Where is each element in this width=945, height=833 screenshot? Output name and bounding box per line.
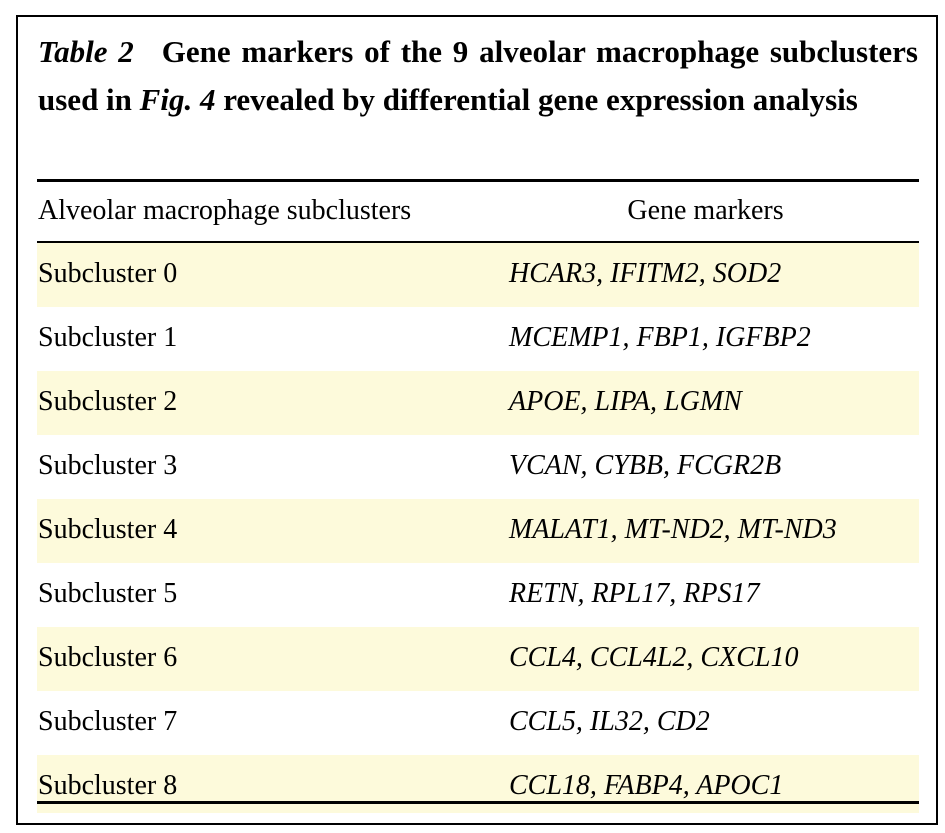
gene-markers-cell: APOE, LIPA, LGMN bbox=[509, 386, 742, 417]
gene-markers-cell: CCL18, FABP4, APOC1 bbox=[509, 770, 784, 801]
table-row: Subcluster 3 VCAN, CYBB, FCGR2B bbox=[37, 435, 919, 499]
caption-text-start: Gene markers of the 9 alveolar macrophag… bbox=[38, 34, 918, 117]
gene-markers-cell: CCL4, CCL4L2, CXCL10 bbox=[509, 642, 799, 673]
subcluster-cell: Subcluster 5 bbox=[38, 578, 178, 609]
subcluster-cell: Subcluster 1 bbox=[38, 322, 178, 353]
table-header-row: Alveolar macrophage subclusters Gene mar… bbox=[37, 182, 919, 241]
table-body: Subcluster 0 HCAR3, IFITM2, SOD2 Subclus… bbox=[37, 243, 919, 813]
gene-markers-cell: VCAN, CYBB, FCGR2B bbox=[509, 450, 782, 481]
table-row: Subcluster 6 CCL4, CCL4L2, CXCL10 bbox=[37, 627, 919, 691]
subcluster-cell: Subcluster 7 bbox=[38, 706, 178, 737]
subcluster-cell: Subcluster 0 bbox=[38, 258, 178, 289]
table-number: Table 2 bbox=[38, 34, 134, 69]
table-row: Subcluster 4 MALAT1, MT-ND2, MT-ND3 bbox=[37, 499, 919, 563]
table-caption: Table 2 Gene markers of the 9 alveolar ma… bbox=[38, 28, 918, 124]
subcluster-cell: Subcluster 4 bbox=[38, 514, 178, 545]
table-frame bbox=[16, 15, 938, 825]
table-bottom-rule bbox=[37, 801, 919, 804]
subcluster-cell: Subcluster 3 bbox=[38, 450, 178, 481]
subcluster-cell: Subcluster 8 bbox=[38, 770, 178, 801]
table-row: Subcluster 2 APOE, LIPA, LGMN bbox=[37, 371, 919, 435]
gene-markers-cell: MCEMP1, FBP1, IGFBP2 bbox=[509, 322, 811, 353]
table-header-rule bbox=[37, 241, 919, 243]
table-row: Subcluster 1 MCEMP1, FBP1, IGFBP2 bbox=[37, 307, 919, 371]
subcluster-cell: Subcluster 2 bbox=[38, 386, 178, 417]
figure-reference: Fig. 4 bbox=[139, 82, 216, 117]
table-top-rule bbox=[37, 179, 919, 182]
gene-markers-cell: CCL5, IL32, CD2 bbox=[509, 706, 710, 737]
subcluster-cell: Subcluster 6 bbox=[38, 642, 178, 673]
table-row: Subcluster 8 CCL18, FABP4, APOC1 bbox=[37, 755, 919, 813]
gene-markers-cell: RETN, RPL17, RPS17 bbox=[509, 578, 760, 609]
column-header-subclusters: Alveolar macrophage subclusters bbox=[38, 195, 412, 226]
caption-text-end: revealed by differential gene expression… bbox=[215, 82, 858, 117]
table-row: Subcluster 0 HCAR3, IFITM2, SOD2 bbox=[37, 243, 919, 307]
gene-markers-cell: HCAR3, IFITM2, SOD2 bbox=[509, 258, 782, 289]
table-row: Subcluster 5 RETN, RPL17, RPS17 bbox=[37, 563, 919, 627]
column-header-gene-markers: Gene markers bbox=[627, 195, 784, 226]
table-row: Subcluster 7 CCL5, IL32, CD2 bbox=[37, 691, 919, 755]
gene-markers-cell: MALAT1, MT-ND2, MT-ND3 bbox=[509, 514, 837, 545]
